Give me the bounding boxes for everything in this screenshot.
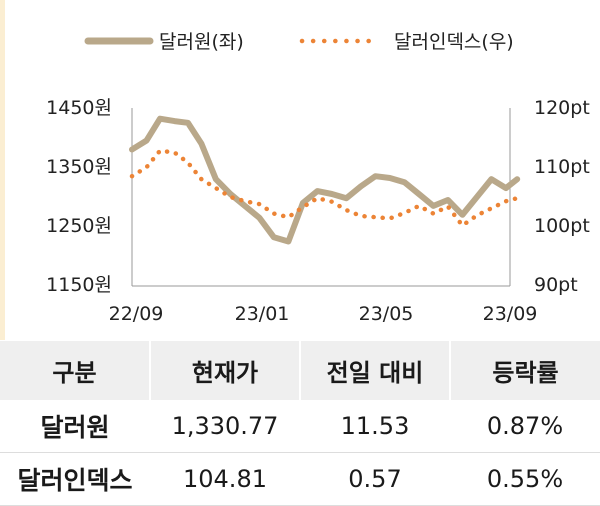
left-tick-label: 1450원 [46,97,112,119]
series-layer [132,119,517,242]
plot-frame [132,108,510,286]
row-label: 달러인덱스 [0,453,150,506]
left-tick-label: 1250원 [46,215,112,237]
cell-change: 0.57 [300,453,450,506]
header-change-rate: 등락률 [450,341,600,400]
legend-label-dollar-index: 달러인덱스(우) [394,31,514,53]
right-tick-label: 100pt [534,215,590,237]
x-tick-label: 23/01 [235,303,290,325]
right-axis-ticks: 120pt 110pt 100pt 90pt [534,97,590,296]
table-row: 달러인덱스 104.81 0.57 0.55% [0,453,600,506]
table-row: 달러원 1,330.77 11.53 0.87% [0,400,600,453]
right-tick-label: 120pt [534,97,590,119]
left-axis-ticks: 1450원 1350원 1250원 1150원 [46,97,112,296]
summary-table: 구분 현재가 전일 대비 등락률 달러원 1,330.77 11.53 0.87… [0,341,600,506]
left-tick-label: 1150원 [46,274,112,296]
left-tick-label: 1350원 [46,156,112,178]
x-tick-label: 23/05 [359,303,414,325]
x-tick-label: 22/09 [109,303,164,325]
cell-change-rate: 0.87% [450,400,600,453]
row-label: 달러원 [0,400,150,453]
cell-change-rate: 0.55% [450,453,600,506]
header-current-price: 현재가 [150,341,300,400]
x-axis-ticks: 22/09 23/01 23/05 23/09 [109,303,538,325]
header-change: 전일 대비 [300,341,450,400]
table-header-row: 구분 현재가 전일 대비 등락률 [0,341,600,400]
legend-label-usd-krw: 달러원(좌) [159,31,244,53]
x-tick-label: 23/09 [483,303,538,325]
exchange-rate-chart: 달러원(좌) 달러인덱스(우) 1450원 1350원 1250원 1150원 … [0,0,600,340]
right-tick-label: 110pt [534,156,590,178]
cell-current-price: 104.81 [150,453,300,506]
cell-current-price: 1,330.77 [150,400,300,453]
header-category: 구분 [0,341,150,400]
cell-change: 11.53 [300,400,450,453]
legend: 달러원(좌) 달러인덱스(우) [88,31,514,53]
right-tick-label: 90pt [534,274,578,296]
